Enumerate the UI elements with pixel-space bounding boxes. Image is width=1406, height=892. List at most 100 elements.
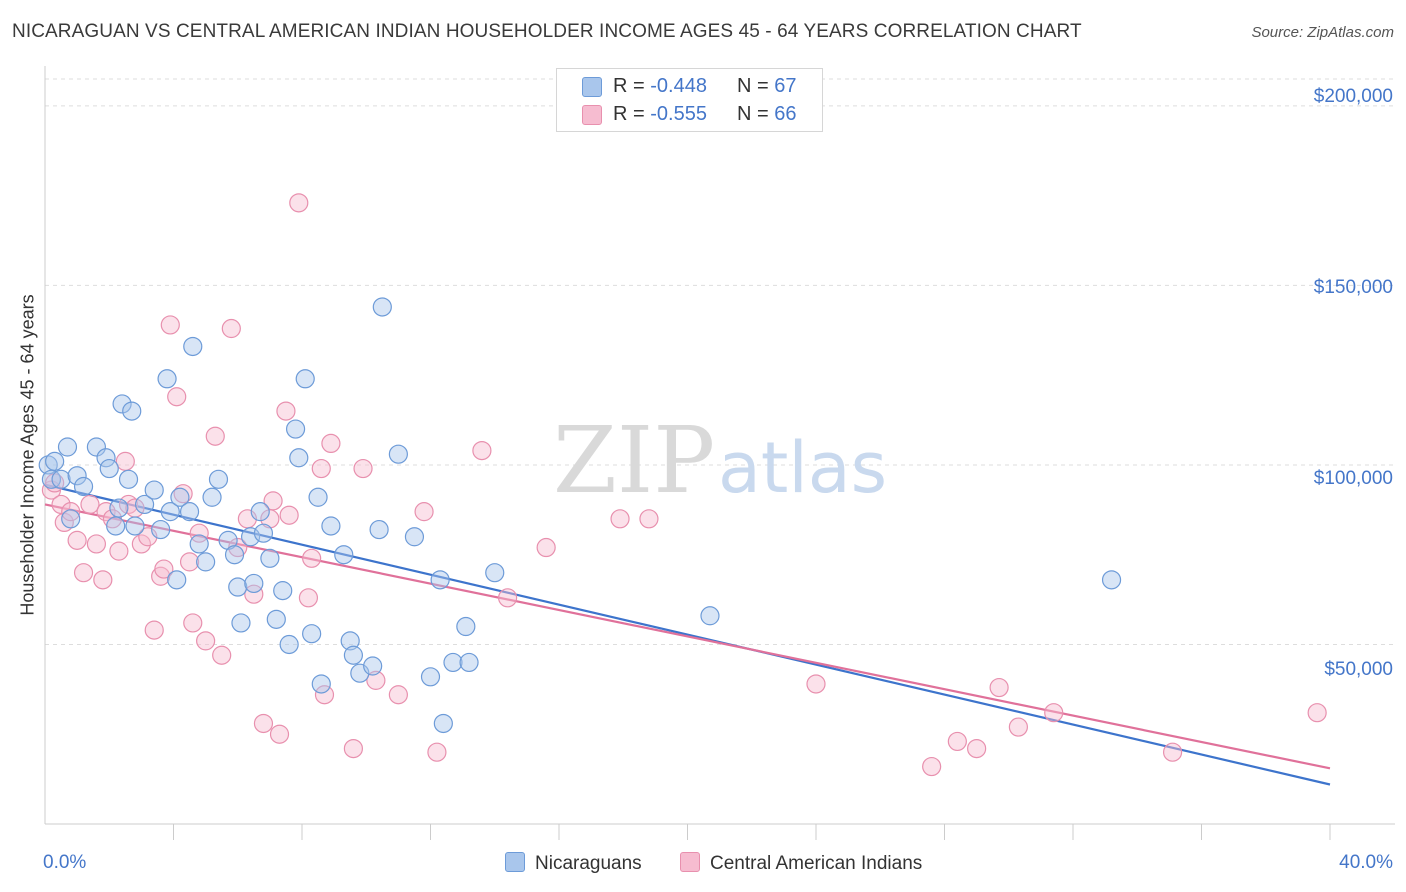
nicaraguans-point bbox=[289, 448, 309, 468]
central-american-indians-point bbox=[276, 401, 296, 421]
nicaraguans-point bbox=[160, 502, 180, 522]
nicaraguans-point bbox=[420, 667, 441, 687]
central-american-indians-point bbox=[73, 563, 94, 583]
central-american-indians-point bbox=[639, 509, 659, 529]
nicaraguans-point bbox=[151, 519, 171, 540]
central-american-indians-point bbox=[269, 724, 290, 744]
series-legend-central-american-indians: Central American Indians bbox=[680, 852, 922, 875]
nicaraguans-point bbox=[73, 476, 94, 497]
nicaraguans-point bbox=[57, 437, 78, 457]
central-american-indians-point bbox=[179, 552, 200, 572]
nicaraguans-point bbox=[459, 652, 479, 673]
nicaraguans-point bbox=[285, 419, 306, 439]
central-american-indians-point bbox=[80, 494, 100, 515]
central-american-indians-point bbox=[93, 570, 113, 590]
nicaraguans-point bbox=[196, 552, 216, 572]
y-tick-label: $150,000 bbox=[1313, 277, 1393, 298]
central-american-indians-point bbox=[298, 588, 319, 608]
central-american-indians-point bbox=[86, 534, 107, 554]
legend-swatch-blue bbox=[582, 77, 602, 97]
central-american-indians-point bbox=[96, 502, 116, 522]
nicaraguans-point bbox=[218, 530, 238, 550]
nicaraguans-point bbox=[343, 645, 363, 665]
legend-r-value: -0.555 bbox=[650, 103, 707, 125]
nicaraguans-point bbox=[61, 509, 81, 529]
legend-r-text: R = -0.555 bbox=[613, 103, 707, 125]
watermark: ZIP atlas bbox=[553, 407, 887, 514]
legend-r-text: R = -0.448 bbox=[613, 75, 707, 97]
central-american-indians-point bbox=[321, 433, 341, 454]
nicaraguans-point bbox=[250, 502, 270, 522]
central-american-indians-point bbox=[253, 713, 274, 734]
nicaraguans-point bbox=[321, 516, 341, 536]
nicaraguans-point bbox=[308, 487, 328, 507]
y-tick-label: $100,000 bbox=[1313, 468, 1393, 489]
legend-n-value: 66 bbox=[774, 103, 797, 125]
chart-title: NICARAGUAN VS CENTRAL AMERICAN INDIAN HO… bbox=[12, 21, 1082, 42]
central-american-indians-point bbox=[311, 458, 331, 479]
central-american-indians-point bbox=[221, 318, 241, 339]
nicaraguans-point bbox=[279, 634, 299, 655]
legend-n-text: N = 66 bbox=[737, 103, 797, 125]
central-american-indians-point bbox=[302, 548, 322, 568]
nicaraguans-point bbox=[363, 656, 383, 676]
legend-row-nicaraguans: R = -0.448 N = 67 bbox=[557, 73, 822, 101]
nicaraguans-point bbox=[228, 577, 248, 597]
legend-n-value: 67 bbox=[774, 75, 797, 97]
nicaraguans-point bbox=[67, 466, 87, 486]
nicaraguans-point bbox=[224, 545, 245, 565]
central-american-indians-point bbox=[498, 588, 518, 608]
central-american-indians-point bbox=[806, 674, 826, 694]
nicaraguans-point bbox=[125, 516, 145, 536]
central-american-indians-point bbox=[967, 738, 987, 759]
nicaraguans-point bbox=[122, 401, 142, 421]
watermark-zip: ZIP bbox=[553, 407, 715, 514]
central-american-indians-point bbox=[244, 584, 264, 604]
nicaraguans-point bbox=[51, 469, 71, 489]
nicaraguans-point bbox=[99, 458, 119, 479]
nicaraguans-point bbox=[388, 444, 408, 464]
legend-swatch-pink bbox=[582, 105, 602, 125]
legend-swatch-pink bbox=[680, 852, 700, 872]
data-points bbox=[38, 193, 1327, 777]
central-american-indians-point bbox=[61, 502, 81, 522]
nicaraguans-point bbox=[134, 494, 155, 515]
legend-label: Nicaraguans bbox=[535, 853, 642, 874]
central-american-indians-point bbox=[289, 193, 309, 213]
nicaraguans-point bbox=[231, 613, 251, 633]
nicaraguans-point bbox=[96, 448, 116, 468]
grid bbox=[45, 78, 1395, 645]
nicaraguans-point bbox=[273, 581, 293, 601]
trend-lines bbox=[44, 483, 1331, 786]
nicaraguans-point bbox=[170, 487, 190, 507]
central-american-indians-point bbox=[414, 502, 434, 522]
central-american-indians-point bbox=[427, 742, 447, 762]
nicaraguans-point bbox=[456, 616, 476, 637]
correlation-legend: R = -0.448 N = 67 R = -0.555 N = 66 bbox=[556, 68, 823, 132]
nicaraguans-point bbox=[340, 631, 360, 651]
nicaraguans-point bbox=[112, 394, 132, 414]
central-american-indians-point bbox=[1008, 717, 1028, 737]
central-american-indians-point bbox=[610, 509, 630, 529]
central-american-indians-point bbox=[536, 537, 556, 558]
nicaraguans-point bbox=[157, 369, 177, 389]
central-american-indians-point bbox=[472, 440, 492, 461]
central-american-indians-point bbox=[263, 491, 283, 511]
nicaraguans-point bbox=[38, 455, 58, 475]
central-american-indians-point bbox=[1044, 703, 1064, 723]
central-american-indians-trend-line bbox=[44, 503, 1331, 770]
nicaraguans-point bbox=[244, 573, 264, 594]
central-american-indians-point bbox=[67, 530, 87, 550]
central-american-indians-point bbox=[167, 387, 187, 407]
nicaraguans-point bbox=[404, 527, 425, 547]
nicaraguans-point bbox=[109, 498, 129, 518]
central-american-indians-point bbox=[109, 541, 129, 561]
central-american-indians-point bbox=[189, 523, 209, 543]
nicaraguans-point bbox=[430, 570, 450, 590]
nicaraguans-point bbox=[45, 451, 65, 471]
legend-label: Central American Indians bbox=[710, 853, 923, 874]
nicaraguans-point bbox=[295, 369, 315, 389]
nicaraguans-point bbox=[1101, 570, 1122, 590]
nicaraguans-point bbox=[302, 624, 322, 644]
